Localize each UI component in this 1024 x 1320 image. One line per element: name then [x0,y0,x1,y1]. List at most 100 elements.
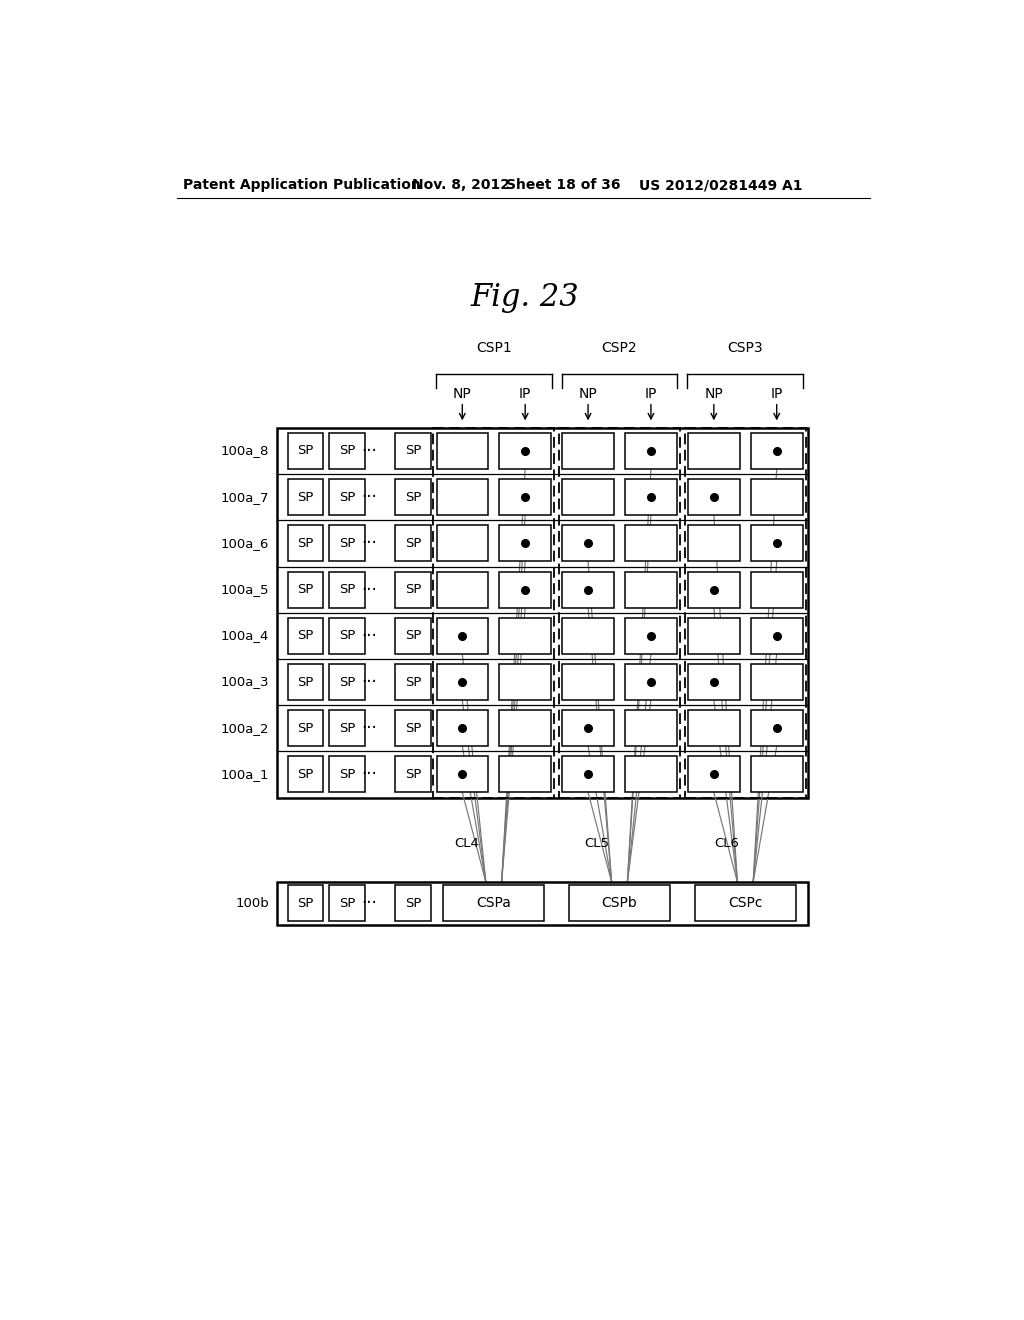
Bar [626,479,677,515]
Bar [500,525,551,561]
Text: SP: SP [297,491,313,504]
Bar [562,572,613,607]
Text: IP: IP [770,387,783,401]
Text: SP: SP [404,768,421,781]
Text: SP: SP [297,583,313,597]
Text: SP: SP [404,491,421,504]
Text: 100a_2: 100a_2 [220,722,269,735]
Bar [751,618,803,653]
Bar [751,710,803,746]
Bar [500,618,551,653]
Text: SP: SP [297,676,313,689]
Text: NP: NP [579,387,597,401]
Bar [436,618,488,653]
Bar [436,710,488,746]
Bar [288,618,323,653]
Bar [436,479,488,515]
Text: ···: ··· [361,627,377,644]
Text: NP: NP [453,387,472,401]
Bar [626,618,677,653]
Bar [288,572,323,607]
Bar [330,433,365,469]
Bar [395,886,431,921]
Text: IP: IP [519,387,531,401]
Bar [436,572,488,607]
Bar [276,428,808,797]
Text: SP: SP [297,630,313,643]
Text: 100a_4: 100a_4 [221,630,269,643]
Bar [626,525,677,561]
Bar [500,433,551,469]
Bar [751,756,803,792]
Text: SP: SP [404,630,421,643]
Bar [500,479,551,515]
Bar [395,525,431,561]
Bar [436,525,488,561]
Bar [330,479,365,515]
Bar [500,572,551,607]
Bar [395,433,431,469]
Text: 100a_7: 100a_7 [220,491,269,504]
Bar [395,710,431,746]
Text: Fig. 23: Fig. 23 [470,281,580,313]
Bar [688,525,739,561]
Bar [626,572,677,607]
Bar [688,433,739,469]
Bar [562,664,613,700]
Text: SP: SP [339,445,355,458]
Bar [626,710,677,746]
Text: 100a_1: 100a_1 [220,768,269,781]
Bar [395,756,431,792]
Bar [500,756,551,792]
Bar [688,664,739,700]
Text: CL6: CL6 [714,837,738,850]
Bar [288,710,323,746]
Bar [685,428,806,797]
Text: SP: SP [339,583,355,597]
Text: SP: SP [339,896,355,909]
Text: ···: ··· [361,442,377,459]
Bar [688,479,739,515]
Bar [500,710,551,746]
Text: SP: SP [404,676,421,689]
Bar [330,886,365,921]
Bar [751,572,803,607]
Bar [562,479,613,515]
Text: CL5: CL5 [585,837,609,850]
Text: SP: SP [339,537,355,550]
Text: US 2012/0281449 A1: US 2012/0281449 A1 [639,178,802,193]
Bar [288,525,323,561]
Bar [562,618,613,653]
Text: ···: ··· [361,535,377,552]
Text: SP: SP [297,896,313,909]
Text: SP: SP [404,722,421,735]
Bar [562,710,613,746]
Text: CL4: CL4 [455,837,479,850]
Bar [288,664,323,700]
Text: SP: SP [297,445,313,458]
Bar [751,525,803,561]
Text: NP: NP [705,387,723,401]
Text: ···: ··· [361,488,377,506]
Bar [330,618,365,653]
Text: SP: SP [404,537,421,550]
Bar [436,756,488,792]
Text: SP: SP [404,445,421,458]
Text: 100a_3: 100a_3 [220,676,269,689]
Bar [751,664,803,700]
Text: Patent Application Publication: Patent Application Publication [183,178,421,193]
Bar [751,479,803,515]
Text: SP: SP [339,722,355,735]
Bar [276,882,808,924]
Bar [330,710,365,746]
Bar [433,428,554,797]
Text: SP: SP [339,630,355,643]
Text: SP: SP [297,768,313,781]
Text: SP: SP [339,676,355,689]
Text: SP: SP [339,768,355,781]
Bar [330,756,365,792]
Text: ···: ··· [361,766,377,783]
Text: SP: SP [404,583,421,597]
Bar [688,572,739,607]
Bar [395,572,431,607]
